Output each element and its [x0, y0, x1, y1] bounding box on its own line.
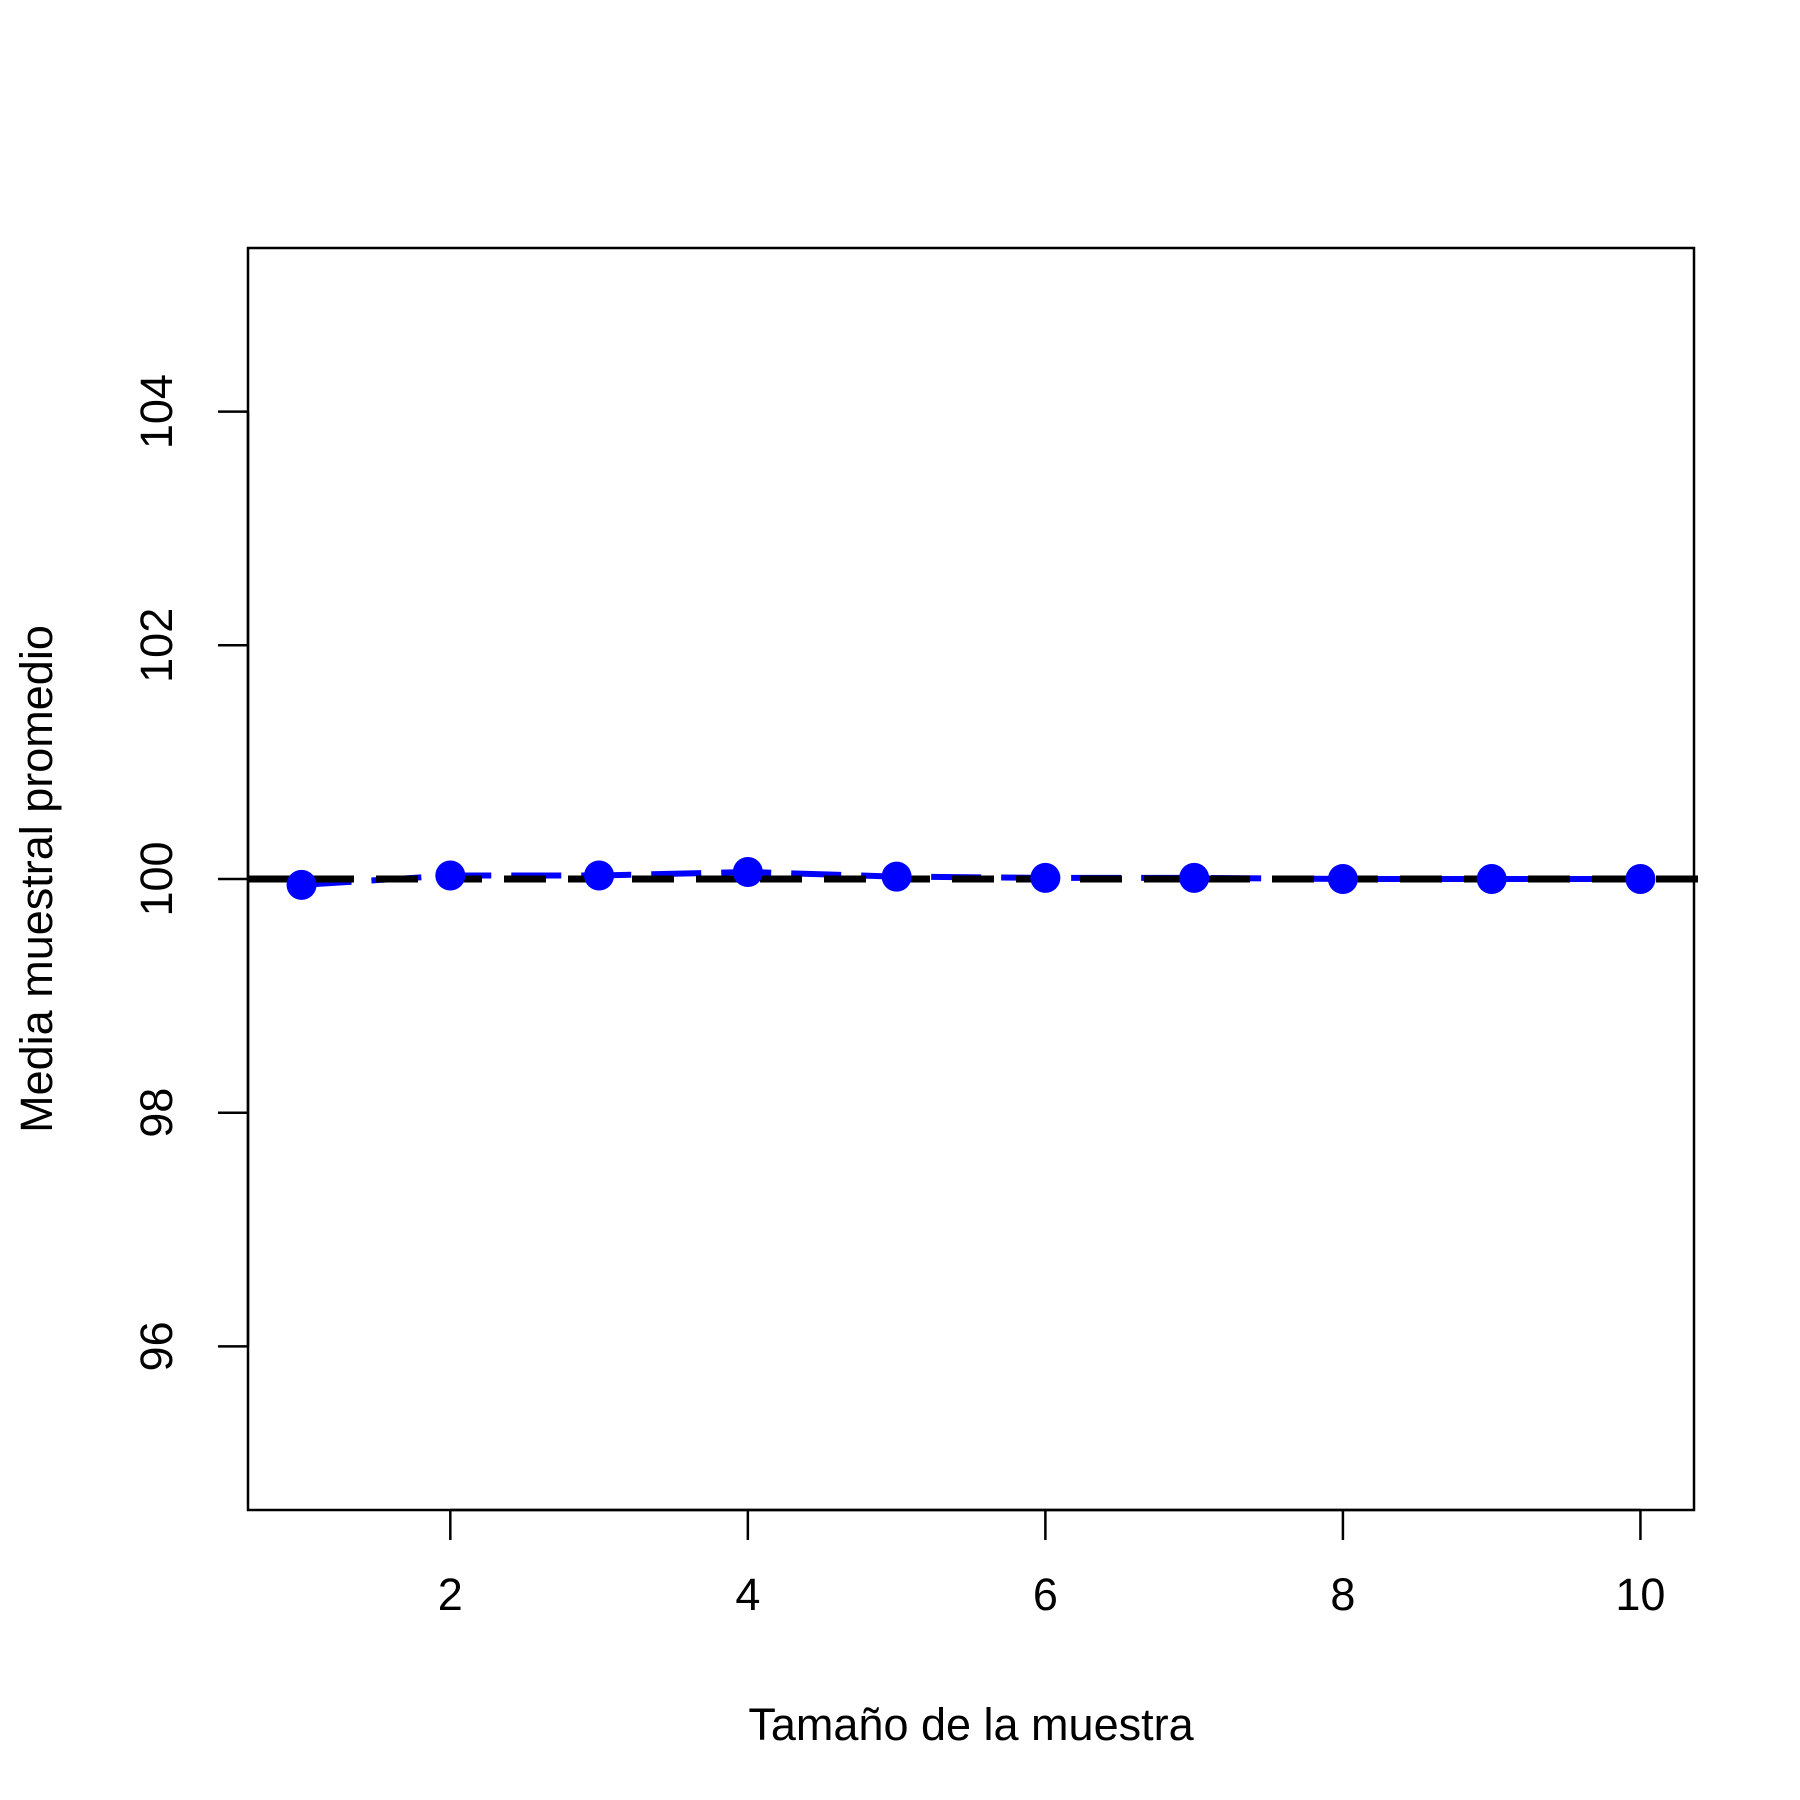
x-tick-label: 2: [438, 1569, 463, 1620]
y-tick-label: 104: [131, 374, 182, 449]
x-tick-label: 8: [1330, 1569, 1355, 1620]
y-tick-label: 98: [131, 1088, 182, 1138]
data-point: [1625, 864, 1656, 894]
y-axis: 96 98 100 102 104: [131, 374, 250, 1371]
x-tick-label: 4: [735, 1569, 760, 1620]
data-point: [286, 869, 317, 900]
data-point: [584, 860, 615, 891]
x-tick-label: 6: [1033, 1569, 1058, 1620]
y-tick-label: 100: [131, 841, 182, 916]
data-point: [1179, 862, 1210, 893]
x-axis-title: Tamaño de la muestra: [748, 1699, 1194, 1750]
data-point: [1476, 864, 1507, 894]
y-tick-label: 96: [131, 1321, 182, 1371]
plot-marks: [248, 856, 1698, 900]
data-point: [1327, 864, 1358, 894]
y-tick-label: 102: [131, 608, 182, 683]
x-axis: 2 4 6 8 10: [438, 1508, 1665, 1620]
data-point: [1030, 862, 1061, 893]
data-point: [435, 860, 466, 891]
data-point: [881, 861, 912, 892]
y-axis-title: Media muestral promedio: [11, 625, 62, 1133]
x-tick-label: 10: [1615, 1569, 1665, 1620]
data-point: [732, 856, 763, 887]
